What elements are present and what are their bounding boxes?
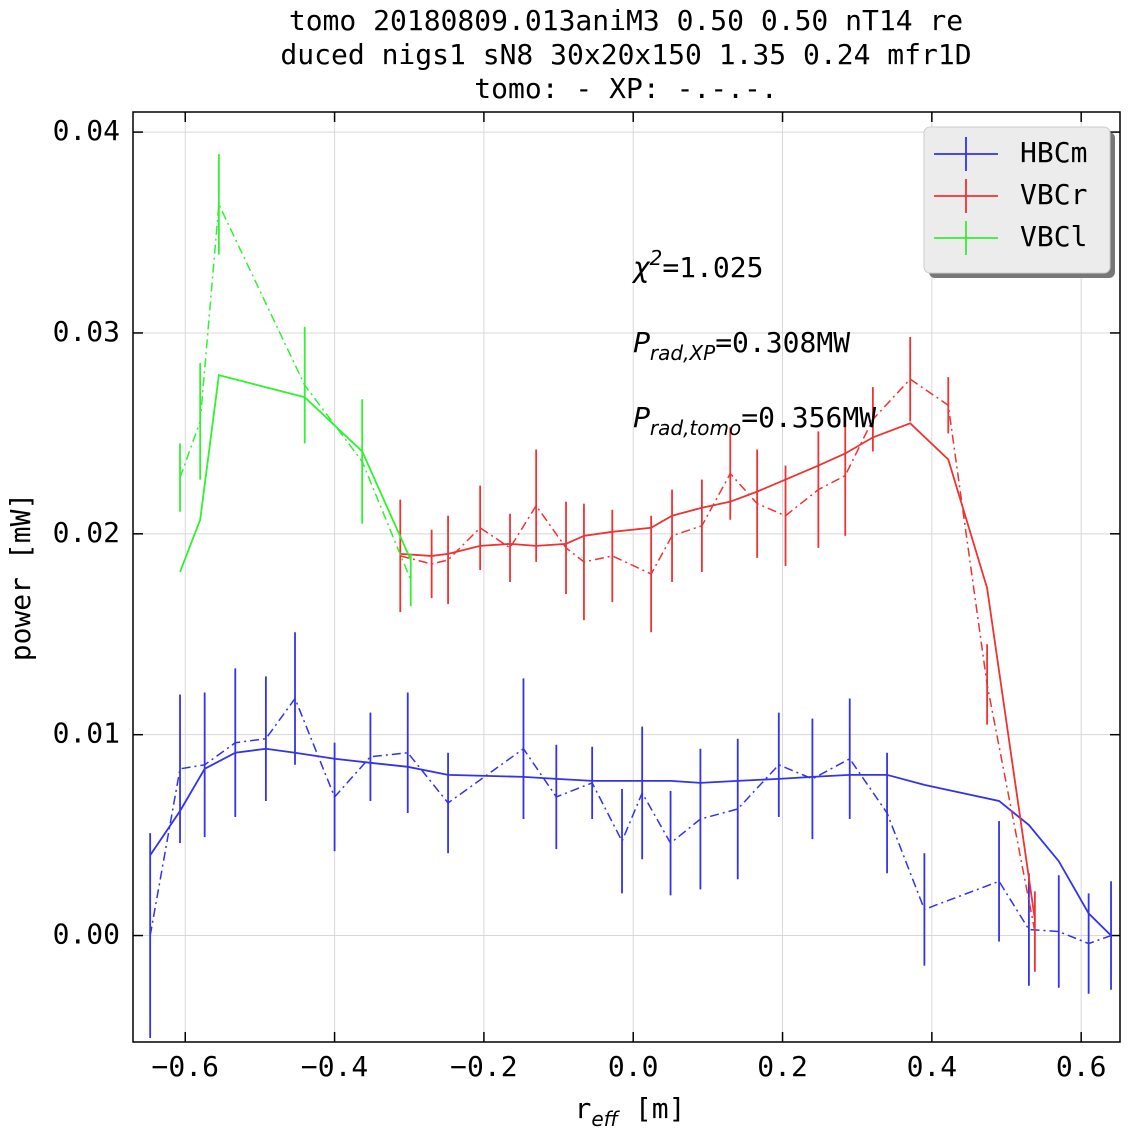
y-tick-label: 0.00 — [53, 918, 120, 951]
chart-title: duced nigs1 sN8 30x20x150 1.35 0.24 mfr1… — [280, 38, 971, 71]
annotation-symbol: P — [633, 401, 650, 434]
x-tick-label: 0.0 — [608, 1050, 659, 1083]
x-axis-label: reff [m] — [574, 1092, 685, 1131]
y-axis-label: power [mW] — [4, 493, 37, 662]
x-tick-label: 0.4 — [907, 1050, 958, 1083]
tomo-line — [149, 747, 1112, 937]
legend-label: VBCr — [1020, 178, 1087, 211]
xp-line — [149, 696, 1112, 945]
x-label-main: r — [574, 1092, 591, 1125]
x-tick-label: −0.6 — [152, 1050, 219, 1083]
x-label-sub: eff — [591, 1107, 620, 1131]
annotation-text: =1.025 — [662, 251, 763, 284]
legend — [923, 126, 1111, 274]
annotation: χ2=1.025 — [631, 246, 763, 284]
annotation-text: =0.308MW — [715, 326, 850, 359]
chart-title: tomo 20180809.013aniM3 0.50 0.50 nT14 re — [289, 4, 963, 37]
xp-line — [400, 378, 1036, 932]
chart-title: tomo: - XP: -.-.-. — [474, 72, 777, 105]
annotation-sub: rad,XP — [650, 341, 716, 365]
x-tick-label: −0.2 — [450, 1050, 517, 1083]
y-tick-label: 0.03 — [53, 315, 120, 348]
annotation-sub: rad,tomo — [650, 416, 741, 440]
x-tick-label: 0.2 — [757, 1050, 808, 1083]
annotation-symbol: P — [633, 326, 650, 359]
tomo-line — [179, 374, 412, 573]
annotation: Prad,tomo=0.356MW — [633, 401, 876, 440]
plot-area — [149, 154, 1112, 1038]
y-tick-label: 0.01 — [53, 717, 120, 750]
xp-line — [179, 201, 412, 581]
annotation-symbol: χ — [631, 251, 651, 284]
y-tick-label: 0.02 — [53, 516, 120, 549]
y-tick-label: 0.04 — [53, 114, 120, 147]
annotation-sup: 2 — [650, 246, 663, 270]
tomo-line — [400, 422, 1036, 920]
x-label-rest: [m] — [618, 1092, 685, 1125]
legend-label: VBCl — [1020, 220, 1087, 253]
plot-frame — [132, 111, 1121, 1043]
annotation: Prad,XP=0.308MW — [633, 326, 850, 365]
legend-label: HBCm — [1020, 136, 1087, 169]
annotation-text: =0.356MW — [741, 401, 876, 434]
x-tick-label: −0.4 — [301, 1050, 368, 1083]
x-tick-label: 0.6 — [1056, 1050, 1107, 1083]
